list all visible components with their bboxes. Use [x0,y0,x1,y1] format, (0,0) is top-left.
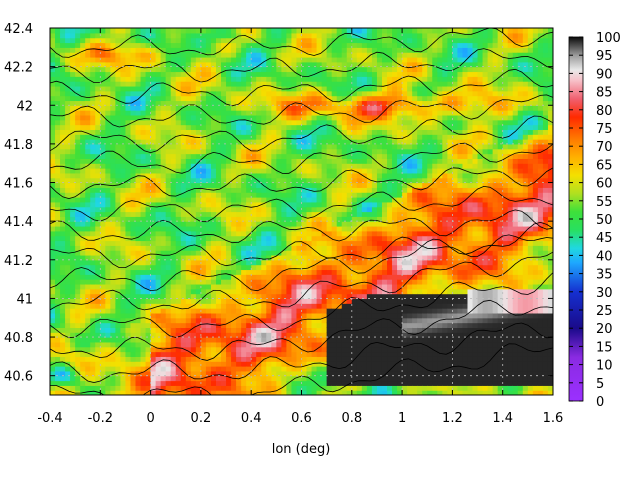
y-tick-label: 42.2 [4,61,33,76]
colorbar-tick-label: 60 [596,177,613,192]
colorbar-tick-label: 75 [596,122,613,137]
colorbar-tick-label: 45 [596,231,613,246]
x-tick-label: 1.4 [492,411,513,426]
colorbar-tick-label: 25 [596,304,613,319]
colorbar-tick-label: 100 [596,31,621,46]
y-tick-label: 41 [16,292,33,307]
colorbar-tick-label: 85 [596,86,613,101]
y-tick-label: 42.4 [4,22,33,37]
x-tick-label: 0.4 [241,411,262,426]
x-tick-label: 0.6 [291,411,312,426]
y-tick-label: 41.4 [4,215,33,230]
y-tick-label: 40.8 [4,331,33,346]
colorbar-tick-label: 5 [596,377,604,392]
colorbar-tick-label: 35 [596,268,613,283]
x-axis-label: lon (deg) [272,442,331,457]
colorbar-tick-label: 40 [596,249,613,264]
colorbar-tick-label: 70 [596,140,613,155]
colorbar-tick-label: 15 [596,340,613,355]
x-tick-label: 0 [146,411,154,426]
colorbar-tick-label: 50 [596,213,613,228]
colorbar-tick-label: 95 [596,49,613,64]
x-tick-label: -0.2 [88,411,113,426]
y-tick-label: 41.6 [4,177,33,192]
x-tick-label: 1 [398,411,406,426]
colorbar-tick-label: 90 [596,67,613,82]
x-tick-label: 0.2 [191,411,212,426]
y-tick-label: 41.2 [4,254,33,269]
y-tick-label: 40.6 [4,370,33,385]
x-tick-label: 0.8 [341,411,362,426]
colorbar-tick-label: 20 [596,322,613,337]
colorbar-tick-label: 30 [596,286,613,301]
colorbar-tick-label: 80 [596,104,613,119]
colorbar-tick-label: 65 [596,158,613,173]
y-tick-label: 41.8 [4,138,33,153]
x-tick-label: -0.4 [37,411,62,426]
x-tick-label: 1.6 [543,411,564,426]
colorbar-tick-label: 55 [596,195,613,210]
x-tick-label: 1.2 [442,411,463,426]
colorbar-tick-label: 0 [596,395,604,410]
colorbar-tick-label: 10 [596,359,613,374]
y-tick-label: 42 [16,99,33,114]
